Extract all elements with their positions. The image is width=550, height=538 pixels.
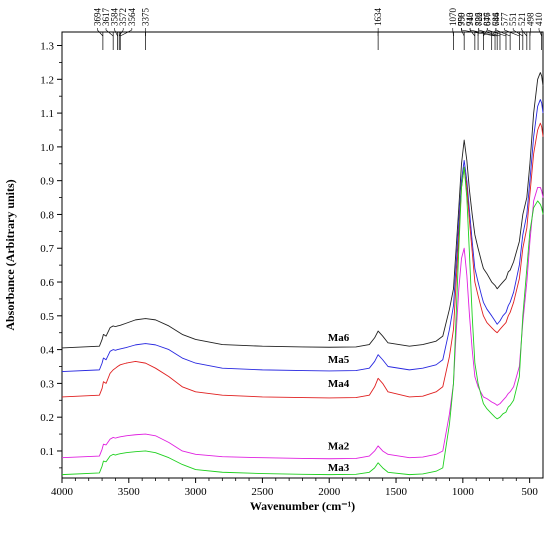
y-tick-label: 0.3 <box>40 378 54 390</box>
series-label-ma5: Ma5 <box>328 354 350 366</box>
peak-label: 1634 <box>373 8 383 27</box>
peak-leader <box>105 28 114 37</box>
series-label-ma6: Ma6 <box>328 332 350 344</box>
peak-leader <box>97 28 104 37</box>
peak-label: 551 <box>508 13 518 27</box>
y-tick-label: 0.1 <box>40 446 54 458</box>
y-axis-title: Absorbance (Arbitrary units) <box>3 179 17 330</box>
peak-leader <box>469 28 498 37</box>
peak-leader <box>487 28 507 37</box>
peak-label: 722 <box>474 13 484 27</box>
peak-leader <box>478 28 501 37</box>
y-tick-label: 1.0 <box>40 142 54 154</box>
peak-label: 410 <box>534 12 544 26</box>
y-tick-label: 0.8 <box>40 209 54 221</box>
peak-label: 846 <box>482 12 492 26</box>
peak-leader <box>512 28 523 37</box>
peak-leader <box>504 28 520 37</box>
peak-leader <box>461 28 496 37</box>
x-tick-label: 2500 <box>251 486 274 498</box>
peak-label: 1070 <box>448 8 458 27</box>
peak-label: 784 <box>491 12 501 26</box>
x-tick-label: 3000 <box>185 486 208 498</box>
plot-border <box>61 31 544 479</box>
series-label-ma3: Ma3 <box>328 462 350 474</box>
y-axis: 0.1 0.2 0.3 0.4 0.5 0.6 0.7 0.8 0.9 1.0 1.1 1.2 1.3 <box>40 41 62 469</box>
y-tick-label: 0.5 <box>40 311 54 323</box>
y-tick-label: 0.7 <box>40 243 54 255</box>
peak-label: 3584 <box>110 8 120 27</box>
x-tick-label: 1000 <box>452 486 475 498</box>
x-tick-label: 500 <box>521 486 538 498</box>
series-line-ma6 <box>61 72 544 349</box>
series-lines <box>61 72 544 476</box>
peak-leader <box>120 28 133 37</box>
x-tick-label: 4000 <box>51 486 74 498</box>
peak-leader <box>521 28 528 37</box>
x-tick-label: 1500 <box>385 486 408 498</box>
y-tick-label: 0.6 <box>40 277 54 289</box>
x-axis: 4000 3500 3000 2500 2000 1500 1000 500 <box>51 478 538 498</box>
x-tick-label: 3500 <box>118 486 141 498</box>
series-labels: Ma6 Ma5 Ma4 Ma2 Ma3 <box>328 332 350 474</box>
peak-label: 886 <box>474 12 484 26</box>
peak-label: 990 <box>456 12 466 26</box>
peak-label: 743 <box>465 12 475 26</box>
series-label-ma4: Ma4 <box>328 378 350 390</box>
peak-label: 498 <box>525 12 535 26</box>
x-axis-title: Wavenumber (cm⁻¹) <box>250 499 355 513</box>
y-tick-label: 1.2 <box>40 74 54 86</box>
peak-label: 3694 <box>92 8 102 27</box>
peak-label: 3375 <box>141 8 151 27</box>
peak-label: 759 <box>457 12 467 26</box>
peak-label: 3572 <box>118 8 128 26</box>
peak-label: 3564 <box>127 8 137 27</box>
y-tick-label: 1.3 <box>40 41 54 53</box>
series-line-ma2 <box>61 186 544 460</box>
series-label-ma2: Ma2 <box>328 440 350 452</box>
peak-label: 677 <box>482 12 492 26</box>
y-tick-label: 1.1 <box>40 108 54 120</box>
peak-label: 910 <box>465 12 475 26</box>
peak-leader <box>495 28 511 37</box>
peak-label: 3617 <box>101 8 111 27</box>
series-line-ma3 <box>61 166 544 476</box>
x-tick-label: 2000 <box>318 486 341 498</box>
plot-frame <box>61 31 544 479</box>
peak-leader <box>538 28 542 37</box>
peak-label: 577 <box>500 12 510 26</box>
series-line-ma4 <box>61 122 544 399</box>
peak-leader <box>114 28 118 37</box>
peak-label: 646 <box>491 12 501 26</box>
y-tick-label: 0.9 <box>40 176 54 188</box>
y-tick-label: 0.2 <box>40 412 54 424</box>
peak-leader <box>452 28 454 37</box>
y-tick-label: 0.4 <box>40 345 54 357</box>
peak-label: 521 <box>517 13 527 27</box>
series-line-ma5 <box>61 99 544 373</box>
